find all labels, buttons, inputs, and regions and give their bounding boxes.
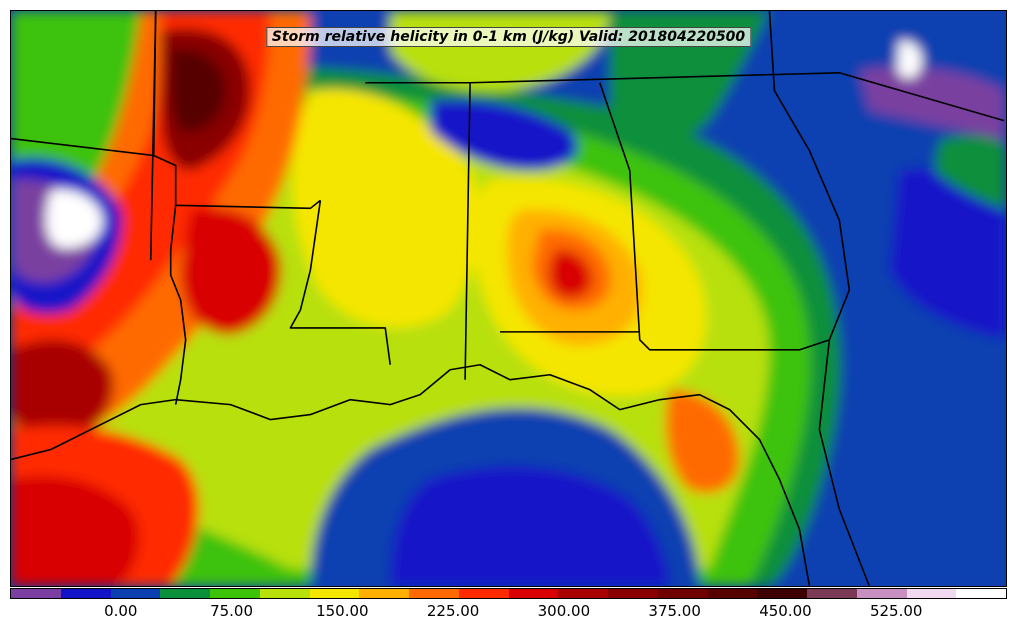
colorbar-segment xyxy=(309,589,360,598)
colorbar-segment xyxy=(757,589,807,598)
colorbar-segment xyxy=(906,589,957,598)
colorbar-tick-label: 450.00 xyxy=(759,602,812,620)
colorbar-tick-label: 0.00 xyxy=(104,602,138,620)
colorbar-segment xyxy=(956,589,1006,598)
colorbar-segment xyxy=(110,589,161,598)
colorbar-segment xyxy=(259,589,310,598)
colorbar-tick-label: 525.00 xyxy=(869,602,923,620)
colorbar-segment xyxy=(608,589,658,598)
colorbar-tick-label: 75.00 xyxy=(210,602,254,620)
colorbar-tick-label: 225.00 xyxy=(426,602,480,620)
map-title: Storm relative helicity in 0-1 km (J/kg)… xyxy=(265,27,752,47)
colorbar-segment xyxy=(807,589,857,598)
colorbar-segment xyxy=(657,589,708,598)
helicity-field xyxy=(11,11,1006,586)
colorbar-segment xyxy=(856,589,907,598)
colorbar xyxy=(10,588,1007,599)
colorbar-segment xyxy=(409,589,459,598)
colorbar-segment xyxy=(707,589,758,598)
colorbar-segment xyxy=(359,589,409,598)
colorbar-segment xyxy=(508,589,559,598)
colorbar-segment xyxy=(160,589,210,598)
colorbar-segment xyxy=(60,589,111,598)
helicity-map: Storm relative helicity in 0-1 km (J/kg)… xyxy=(10,10,1007,587)
colorbar-segment xyxy=(210,589,260,598)
colorbar-tick-label: 375.00 xyxy=(648,602,701,620)
colorbar-segment xyxy=(458,589,509,598)
colorbar-tick-label: 150.00 xyxy=(316,602,369,620)
colorbar-labels: 0.00 75.00 150.00 225.00 300.00 375.00 450.00 5… xyxy=(10,602,1007,626)
colorbar-tick-label: 300.00 xyxy=(537,602,591,620)
colorbar-segment xyxy=(11,589,61,598)
colorbar-segment xyxy=(558,589,608,598)
